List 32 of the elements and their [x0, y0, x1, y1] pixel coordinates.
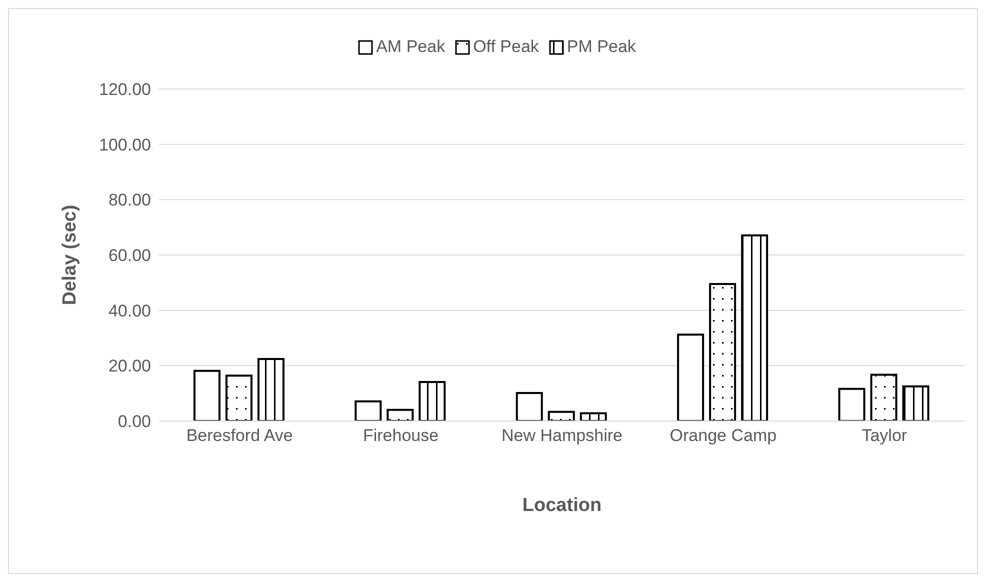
legend-label: AM Peak — [376, 37, 446, 57]
bar — [709, 283, 736, 421]
x-tick-label: Firehouse — [362, 426, 439, 446]
bar — [548, 410, 575, 421]
y-tick-label: 80.00 — [108, 190, 151, 210]
bar — [354, 400, 382, 421]
bar — [580, 412, 607, 421]
bar — [838, 388, 866, 421]
y-axis-title: Delay (sec) — [60, 204, 81, 306]
x-tick-label: Orange Camp — [670, 426, 777, 446]
x-axis-title: Location — [522, 495, 602, 516]
legend-label: Off Peak — [473, 37, 539, 57]
x-tick-label: Beresford Ave — [186, 426, 293, 446]
x-tick-label: Taylor — [862, 426, 908, 446]
bar — [225, 374, 252, 421]
bar — [418, 380, 446, 421]
y-tick-label: 0.00 — [118, 412, 151, 432]
bar — [741, 234, 768, 421]
bar — [870, 374, 898, 421]
bar — [257, 358, 284, 421]
y-tick-label: 120.00 — [99, 80, 151, 100]
bar — [902, 385, 930, 421]
x-tick-label: New Hampshire — [502, 426, 622, 446]
bar — [193, 370, 220, 421]
legend-label: PM Peak — [566, 37, 636, 57]
y-tick-label: 20.00 — [108, 356, 151, 376]
y-tick-label: 40.00 — [108, 301, 151, 320]
bar — [516, 392, 543, 421]
y-tick-label: 60.00 — [108, 246, 151, 266]
bar — [386, 408, 414, 421]
bar — [677, 334, 704, 421]
y-tick-label: 100.00 — [99, 135, 151, 154]
